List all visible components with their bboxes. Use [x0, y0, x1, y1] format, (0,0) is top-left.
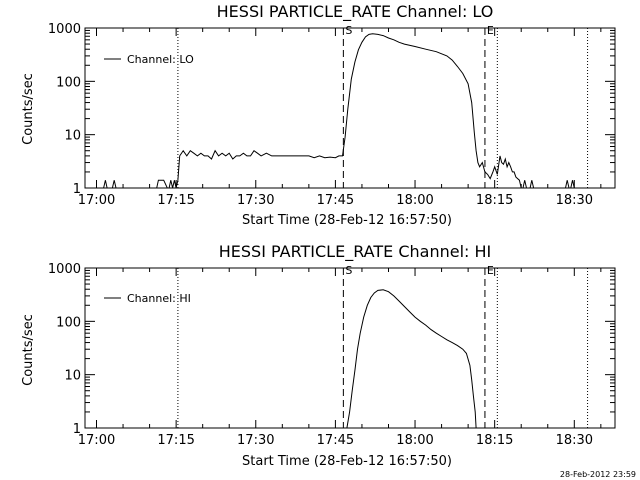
- x-tick-label: 18:00: [396, 433, 433, 448]
- x-axis-label-hi: Start Time (28-Feb-12 16:57:50): [242, 454, 452, 469]
- y-tick-label: 1: [73, 182, 81, 197]
- y-tick-label: 100: [56, 75, 81, 90]
- marker-label-s: S: [345, 264, 352, 277]
- series-line-0-0: [103, 33, 577, 189]
- x-tick-label: 17:45: [317, 193, 354, 208]
- plot-area-hi: 17:00 17:15 17:30 17:45 18:00 18:15 18:30 1 10 10…: [48, 262, 616, 448]
- x-tick-label: 18:30: [556, 433, 593, 448]
- y-axis-label-lo: Counts/sec: [21, 73, 36, 145]
- marker-label-e: E: [487, 264, 494, 277]
- marker-label-e: E: [487, 24, 494, 37]
- x-axis-label-lo: Start Time (28-Feb-12 16:57:50): [242, 213, 452, 228]
- x-tick-label: 18:30: [556, 193, 593, 208]
- plot-frame: [84, 27, 616, 189]
- x-tick-label: 18:15: [476, 193, 513, 208]
- y-tick-label: 1: [73, 422, 81, 437]
- y-axis-label-hi: Counts/sec: [21, 314, 36, 386]
- y-tick-label: 1000: [48, 22, 81, 37]
- x-tick-label: 18:15: [476, 433, 513, 448]
- panel-hi: HESSI PARTICLE_RATE Channel: HI 17:00 17:…: [21, 242, 616, 469]
- plot-area-lo: 17:00 17:15 17:30 17:45 18:00 18:15 18:30 1 10 10…: [48, 22, 616, 208]
- x-tick-label: 17:00: [78, 433, 115, 448]
- y-tick-label: 10: [64, 369, 81, 384]
- x-tick-label: 17:30: [237, 433, 274, 448]
- panel-lo: HESSI PARTICLE_RATE Channel: LO 17:00 17:…: [21, 2, 616, 228]
- x-tick-label: 17:30: [237, 193, 274, 208]
- y-tick-label: 10: [64, 129, 81, 144]
- x-tick-label: 18:00: [396, 193, 433, 208]
- chart-title-lo: HESSI PARTICLE_RATE Channel: LO: [217, 2, 494, 22]
- marker-label-s: S: [345, 24, 352, 37]
- legend-label-lo: Channel: LO: [127, 53, 194, 66]
- chart-title-hi: HESSI PARTICLE_RATE Channel: HI: [219, 242, 492, 262]
- x-tick-label: 17:45: [317, 433, 354, 448]
- x-tick-label: 17:15: [157, 433, 194, 448]
- plot-frame: [84, 267, 616, 429]
- y-tick-label: 1000: [48, 262, 81, 277]
- x-tick-label: 17:15: [157, 193, 194, 208]
- footer-timestamp: 28-Feb-2012 23:59: [560, 470, 636, 479]
- y-tick-label: 100: [56, 315, 81, 330]
- series-line-1-0: [346, 289, 477, 429]
- x-tick-label: 17:00: [78, 193, 115, 208]
- legend-label-hi: Channel: HI: [127, 292, 191, 305]
